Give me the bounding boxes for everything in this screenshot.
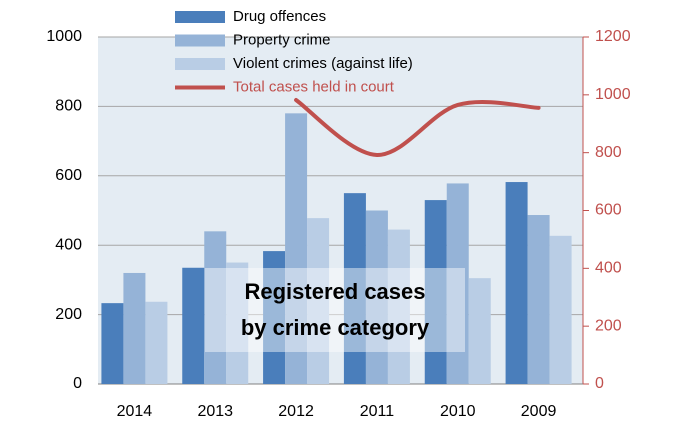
y-tick-label: 400 [55,236,82,253]
legend-marker [175,34,225,47]
bar [505,182,528,384]
annotation: by crime category [241,315,430,340]
line [294,98,541,157]
y-tick-label: 800 [55,98,82,115]
y-tick-label: 1000 [46,28,82,45]
bar [527,215,550,384]
bar [145,301,168,384]
y2-tick-label: 600 [595,202,622,219]
x-tick-label: 2011 [360,403,395,420]
y-tick-label: 600 [55,167,82,184]
bar [226,262,249,384]
bar [182,267,205,384]
x-tick-label: 2014 [117,403,153,420]
y2-tick-label: 800 [595,144,622,161]
y2-tick-label: 400 [595,260,622,277]
bar [101,303,124,384]
plot-area [98,37,583,384]
y2-tick-label: 200 [595,317,622,334]
bar [307,218,330,384]
legend-label: Total cases held in court [233,78,395,95]
x-tick-label: 2010 [440,403,476,420]
bar [387,229,410,384]
legend-label: Violent crimes (against life) [233,55,413,72]
bar [446,183,469,384]
legend-marker [175,11,225,23]
bar [123,272,146,384]
x-tick-label: 2013 [197,403,233,420]
annotation-box [205,268,465,352]
bar [263,251,286,384]
x-tick-label: 2009 [521,403,557,420]
annotation: Registered cases [245,279,426,304]
bar [365,210,388,384]
y2-tick-label: 0 [595,375,604,392]
bar [424,200,447,384]
legend-label: Drug offences [233,8,326,25]
x-tick-label: 2012 [278,403,314,420]
bar [343,193,366,384]
y-tick-label: 200 [55,306,82,323]
legend-label: Property crime [233,31,331,48]
y-tick-label: 0 [73,375,82,392]
y2-tick-label: 1000 [595,86,631,103]
bar [285,113,308,384]
bar [549,235,572,384]
bar [468,278,491,384]
bar [204,231,227,384]
legend-marker [175,58,225,70]
y2-tick-label: 1200 [595,28,631,45]
